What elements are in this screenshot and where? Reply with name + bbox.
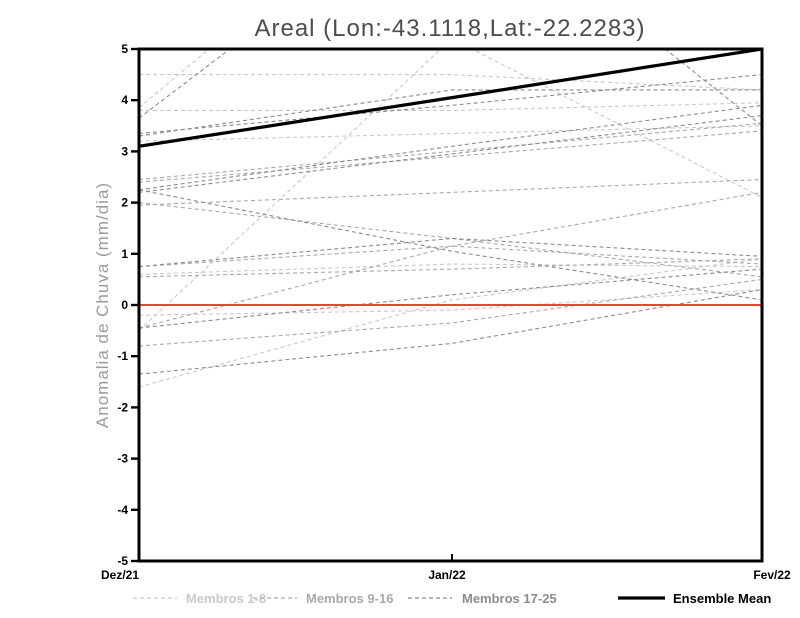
member-line xyxy=(139,115,762,193)
member-line xyxy=(139,237,762,268)
y-tick-label: -2 xyxy=(117,400,128,414)
x-tick-label-dez21: Dez/21 xyxy=(101,568,139,582)
legend: Membros 1-8 Membros 9-16 Membros 17-25 E… xyxy=(133,591,771,606)
y-axis-title: Anomalia de Chuva (mm/dia) xyxy=(93,182,112,428)
plot-frame xyxy=(137,47,764,563)
y-tick-label: 4 xyxy=(121,93,128,107)
member-line xyxy=(139,245,762,268)
member-line xyxy=(139,258,762,278)
member-line xyxy=(139,89,762,137)
y-tick-label: 1 xyxy=(121,247,128,261)
member-line xyxy=(139,104,762,191)
member-line xyxy=(139,202,762,278)
member-line xyxy=(139,278,762,347)
member-line xyxy=(139,49,762,332)
y-tick-label: 5 xyxy=(121,42,128,56)
y-tick-label: 2 xyxy=(121,196,128,210)
member-line xyxy=(139,263,762,275)
y-tick-label: 3 xyxy=(121,144,128,158)
member-line xyxy=(139,289,762,316)
member-line xyxy=(139,289,762,375)
member-line xyxy=(139,189,762,301)
member-line xyxy=(139,268,762,329)
series-layer xyxy=(139,49,762,388)
x-tick-label-fev22: Fev/22 xyxy=(753,568,791,582)
chart-title: Areal (Lon:-43.1118,Lat:-22.2283) xyxy=(254,15,645,42)
x-tick-label-jan22: Jan/22 xyxy=(428,568,466,582)
ensemble-mean-line xyxy=(139,49,762,148)
member-line xyxy=(139,74,762,135)
legend-label-ensemble-mean: Ensemble Mean xyxy=(673,591,771,606)
y-tick-label: -1 xyxy=(117,349,128,363)
member-line xyxy=(139,258,762,388)
legend-label-membros-9-16: Membros 9-16 xyxy=(306,591,393,606)
member-line xyxy=(139,130,762,183)
y-tick-label: -3 xyxy=(117,452,128,466)
y-tick-label: -4 xyxy=(117,503,128,517)
member-line xyxy=(139,191,762,329)
legend-label-membros-17-25: Membros 17-25 xyxy=(462,591,557,606)
member-line xyxy=(139,179,762,206)
y-tick-label: -5 xyxy=(117,554,128,568)
member-line xyxy=(139,74,762,91)
legend-label-membros-1-8: Membros 1-8 xyxy=(186,591,266,606)
member-line xyxy=(139,122,762,181)
y-tick-label: 0 xyxy=(121,298,128,312)
member-line xyxy=(139,102,762,111)
member-line xyxy=(139,125,762,142)
